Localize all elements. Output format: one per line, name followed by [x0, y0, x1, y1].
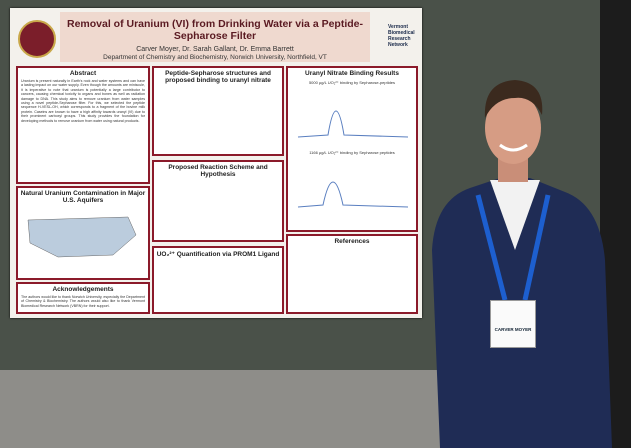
shirt [490, 180, 540, 250]
panel: Natural Uranium Contamination in Major U… [16, 186, 150, 280]
panel-heading: Uranyl Nitrate Binding Results [305, 70, 399, 77]
authors: Carver Moyer, Dr. Sarah Gallant, Dr. Emm… [136, 46, 294, 53]
panel: Proposed Reaction Scheme and Hypothesis [152, 160, 284, 242]
panel: Peptide-Sepharose structures and propose… [152, 66, 284, 156]
panel-body: Uranium is present naturally in Earth's … [21, 79, 145, 123]
smile [499, 143, 528, 152]
sponsor-logo: Vermont Biomedical Research Network [388, 24, 415, 48]
plot [297, 181, 409, 208]
panel-heading: Abstract [69, 70, 97, 77]
department: Department of Chemistry and Biochemistry… [103, 54, 327, 61]
university-seal [18, 20, 56, 58]
plot [297, 110, 409, 138]
plot-line [297, 110, 409, 138]
panel: Abstract Uranium is present naturally in… [16, 66, 150, 184]
name-badge: CARVER MOYER [490, 300, 536, 348]
panel-heading: References [334, 238, 370, 245]
panel: UO₂²⁺ Quantification via PROM1 Ligand [152, 246, 284, 314]
panel-body: The authors would like to thank Norwich … [21, 295, 145, 308]
badge-name: CARVER MOYER [494, 327, 532, 332]
plot-line [297, 181, 409, 208]
panel: Acknowledgements The authors would like … [16, 282, 150, 314]
panel-heading: UO₂²⁺ Quantification via PROM1 Ligand [156, 251, 280, 258]
panel-heading: Natural Uranium Contamination in Major U… [20, 190, 146, 204]
panel: References [286, 234, 418, 314]
panel: Uranyl Nitrate Binding Results 5000 µg/L… [286, 66, 418, 232]
plot-title: 1166 µg/L UO₂²⁺ binding by Sepharose pep… [309, 150, 395, 155]
map [27, 216, 137, 258]
panel-heading: Proposed Reaction Scheme and Hypothesis [168, 164, 268, 178]
panel-heading: Acknowledgements [52, 286, 114, 293]
lanyard [475, 194, 551, 301]
poster: Removal of Uranium (VI) from Drinking Wa… [10, 8, 422, 318]
title-bar: Removal of Uranium (VI) from Drinking Wa… [60, 12, 370, 62]
us-map [27, 216, 137, 258]
plot-title: 5000 µg/L UO₂²⁺ binding by Sepharose-pep… [308, 80, 396, 85]
panel-heading: Peptide-Sepharose structures and propose… [165, 70, 271, 84]
poster-title: Removal of Uranium (VI) from Drinking Wa… [67, 18, 363, 42]
hair [484, 80, 543, 118]
